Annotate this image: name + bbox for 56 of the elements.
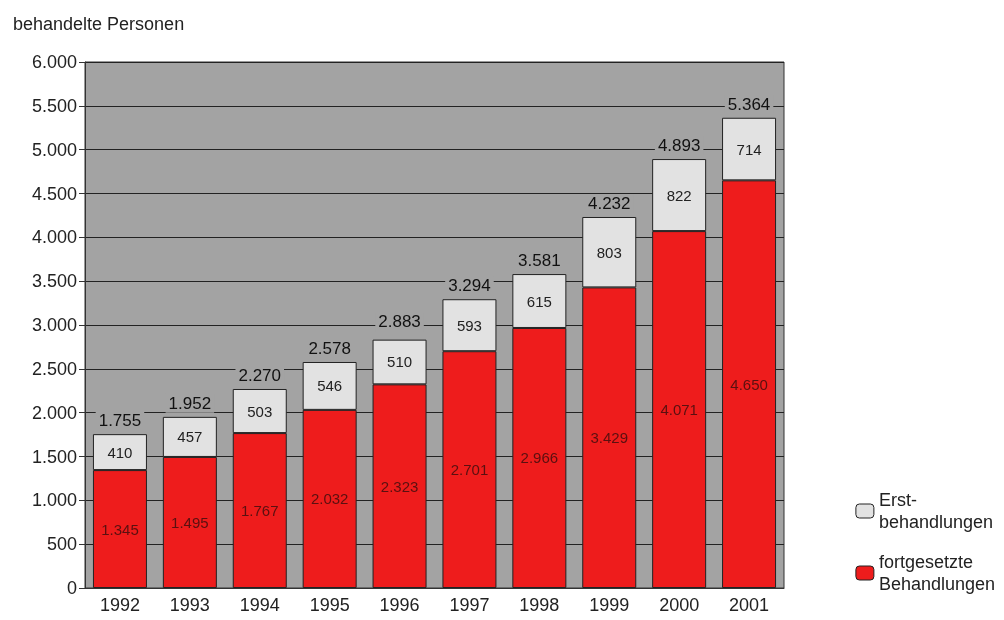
y-tick-label: 6.000 (31, 52, 77, 72)
x-tick-label: 1995 (309, 595, 350, 615)
y-tick-label: 1.000 (31, 490, 77, 511)
annotation: 3.294 (448, 276, 491, 296)
x-tick-label: 1996 (379, 595, 420, 615)
data-label: 1.345 (101, 520, 139, 538)
y-tick-label: 0 (66, 578, 77, 598)
annotation: 3.581 (518, 251, 561, 271)
y-tick-label: 2.000 (31, 402, 77, 423)
data-label: 4.071 (660, 401, 698, 419)
data-label: 546 (317, 377, 343, 395)
data-label: 593 (456, 316, 482, 334)
data-label: 1.767 (240, 502, 279, 520)
y-tick-label: 5.500 (31, 95, 77, 116)
data-label: 615 (526, 292, 552, 310)
y-tick-label: 4.500 (31, 183, 77, 204)
annotation: 5.364 (727, 94, 771, 114)
x-tick-label: 1999 (589, 595, 630, 615)
y-tick-label: 1.500 (31, 446, 77, 467)
y-axis-title: behandelte Personen (13, 14, 185, 34)
legend-label: fortgesetzte Behandlungen (878, 552, 996, 594)
data-label: 2.966 (520, 449, 559, 467)
data-label: 2.701 (450, 461, 489, 479)
annotation: 1.755 (98, 411, 142, 431)
annotation: 4.232 (587, 193, 631, 213)
x-tick-label: 1994 (239, 595, 280, 615)
x-tick-label: 1993 (169, 595, 210, 615)
data-label: 803 (596, 243, 622, 261)
data-label: 1.495 (171, 513, 209, 531)
y-tick-label: 3.500 (31, 271, 77, 292)
data-label: 3.429 (590, 429, 629, 447)
y-tick-label: 3.000 (31, 315, 77, 335)
legend-label: Erst- behandlungen (878, 490, 994, 532)
x-tick-label: 2000 (659, 595, 700, 615)
annotation: 2.270 (238, 366, 282, 385)
data-label: 714 (736, 140, 762, 158)
data-label: 822 (666, 186, 692, 204)
y-tick-label: 2.500 (31, 358, 77, 379)
annotation: 4.893 (657, 136, 701, 156)
data-label: 2.323 (380, 477, 419, 495)
data-label: 2.032 (310, 490, 349, 508)
y-tick-label: 500 (46, 534, 77, 555)
x-tick-label: 1992 (99, 595, 140, 615)
data-label: 457 (177, 428, 203, 446)
data-label: 410 (107, 443, 133, 461)
annotation: 2.578 (308, 339, 351, 358)
y-tick-label: 4.000 (31, 227, 77, 248)
x-tick-label: 1998 (519, 595, 560, 615)
x-tick-label: 1997 (449, 595, 490, 615)
x-tick-label: 2001 (729, 595, 770, 615)
annotation: 1.952 (168, 393, 212, 413)
annotation: 2.883 (378, 312, 421, 332)
data-label: 4.650 (730, 375, 768, 393)
data-label: 503 (247, 402, 273, 420)
y-tick-label: 5.000 (31, 139, 77, 160)
data-label: 510 (387, 353, 413, 371)
